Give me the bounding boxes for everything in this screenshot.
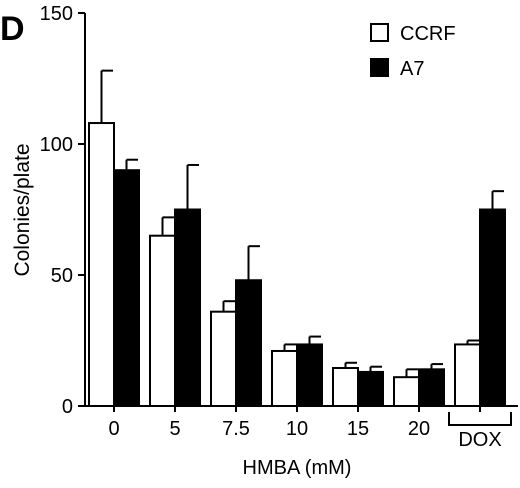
dox-bracket-line [448, 412, 512, 426]
legend-label: A7 [400, 58, 424, 80]
x-tick-label: 5 [169, 418, 180, 440]
legend-swatch-ccrf [370, 23, 389, 42]
bar-a7 [479, 208, 506, 407]
bar-ccrf [271, 349, 298, 408]
legend: CCRF A7 [370, 23, 456, 80]
x-ticks: 0 5 7.5 10 15 20 [108, 406, 481, 440]
bar-ccrf [332, 367, 359, 408]
x-tick-label: 10 [286, 418, 308, 440]
y-tick-label: 0 [62, 396, 73, 418]
legend-swatch-a7 [370, 58, 389, 77]
y-tick-label: 100 [40, 134, 73, 156]
bar-ccrf [454, 343, 481, 407]
y-tick-label: 150 [40, 3, 73, 25]
bar-groups [88, 69, 506, 408]
bar-ccrf [149, 234, 176, 407]
bar-a7 [296, 343, 323, 407]
bar-a7 [174, 208, 201, 407]
x-tick-label: 20 [408, 418, 430, 440]
x-tick-label: 0 [108, 418, 119, 440]
bar-a7 [235, 279, 262, 407]
dox-bracket: DOX [448, 412, 512, 451]
panel-label: D [0, 10, 25, 48]
x-tick-label: 15 [347, 418, 369, 440]
y-ticks: 0 50 100 150 [40, 3, 85, 418]
bar-ccrf [393, 376, 420, 407]
y-tick-label: 50 [51, 265, 73, 287]
bar-ccrf [88, 122, 115, 407]
y-axis-label: Colonies/plate [11, 143, 34, 276]
bar-a7 [418, 368, 445, 408]
x-tick-label: 7.5 [222, 418, 250, 440]
x-axis-label: HMBA (mM) [243, 457, 352, 479]
dox-label: DOX [458, 429, 501, 451]
legend-label: CCRF [400, 23, 456, 45]
bar-a7 [113, 169, 140, 407]
bar-ccrf [210, 310, 237, 407]
bar-a7 [357, 370, 384, 408]
